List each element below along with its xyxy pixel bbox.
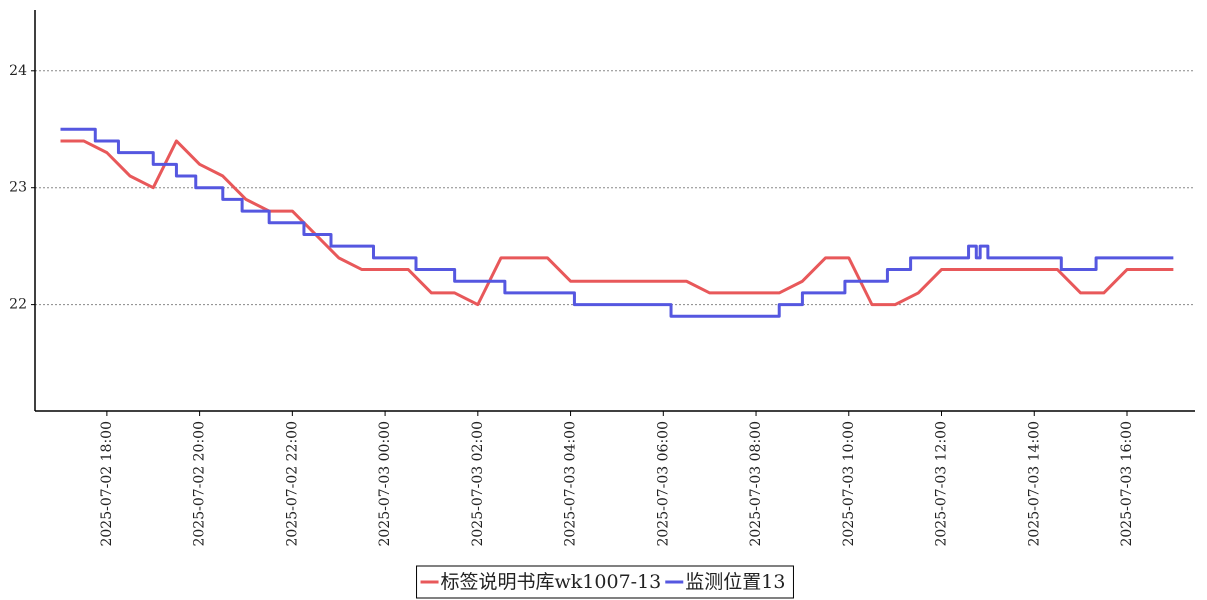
x-tick-label: 2025-07-02 22:00: [284, 421, 300, 547]
x-tick-label: 2025-07-03 12:00: [934, 421, 950, 547]
x-tick-label: 2025-07-03 08:00: [748, 421, 764, 547]
series-line: [60, 139, 1174, 307]
x-tick-label: 2025-07-02 20:00: [192, 421, 208, 547]
legend-label: 监测位置13: [685, 571, 785, 593]
y-tick-label: 23: [9, 180, 27, 196]
legend-label: 标签说明书库wk1007-13: [441, 571, 662, 593]
y-tick-label: 22: [9, 297, 27, 313]
x-tick-label: 2025-07-03 06:00: [655, 421, 671, 547]
x-tick-label: 2025-07-02 18:00: [99, 421, 115, 547]
x-tick-label: 2025-07-03 16:00: [1119, 421, 1135, 547]
x-tick-label: 2025-07-03 00:00: [377, 421, 393, 547]
x-tick-label: 2025-07-03 02:00: [470, 421, 486, 547]
x-tick-label: 2025-07-03 10:00: [841, 421, 857, 547]
legend-box: [416, 565, 794, 599]
x-tick-label: 2025-07-03 04:00: [563, 421, 579, 547]
series-line: [60, 127, 1174, 318]
x-tick-label: 2025-07-03 14:00: [1026, 421, 1042, 547]
y-tick-label: 24: [9, 63, 27, 79]
